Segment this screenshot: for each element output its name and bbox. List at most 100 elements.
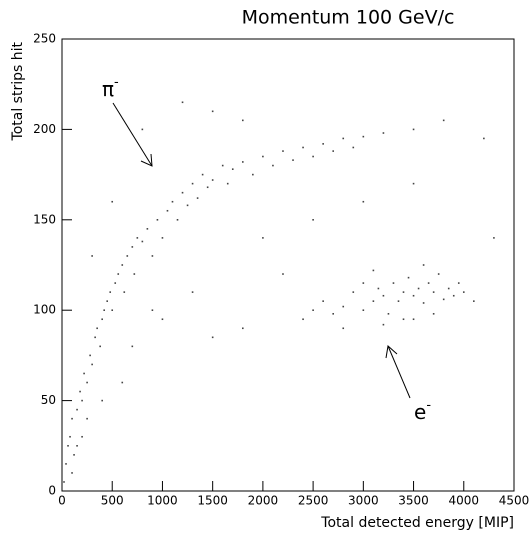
point [262,155,264,158]
point [101,399,103,402]
point [392,282,395,284]
point [81,399,83,402]
point [76,408,78,411]
point [432,313,435,315]
point [89,354,91,357]
plot-frame [61,38,515,492]
point [372,269,375,272]
point [352,146,355,149]
point [73,454,75,456]
point [342,305,345,308]
x-tick-label: 2000 [248,494,279,508]
point [272,164,274,167]
point [151,309,154,311]
point [123,291,126,293]
point [452,294,455,297]
chart-title: Momentum 100 GeV/c [242,7,455,29]
point [422,264,425,266]
point [402,318,405,321]
annotation: π- [102,75,119,101]
point [457,282,460,284]
point [96,327,98,330]
annotation-arrow [385,345,398,359]
point [362,135,365,138]
point [171,200,174,203]
point [382,132,385,134]
y-tick-label: 150 [33,212,56,226]
y-tick-label: 0 [48,484,56,498]
point [136,237,139,239]
point [121,264,124,266]
annotation: e- [414,398,431,424]
point [302,318,304,321]
point [156,219,159,221]
point [242,327,244,330]
point [71,417,73,420]
point [342,327,345,330]
annotation-arrow [112,102,153,167]
point [94,336,96,339]
point [67,445,69,447]
x-axis-label: Total detected energy [MIP] [320,515,514,531]
point [71,472,73,474]
point [332,313,334,315]
annotation-arrow [387,345,411,399]
point [186,204,189,207]
y-tick-label: 200 [33,122,56,136]
point [302,146,304,149]
point [146,228,149,230]
point [191,291,194,293]
point [342,137,345,140]
point [201,173,204,176]
point [196,197,199,199]
point [402,291,405,293]
point [377,287,380,290]
point [387,313,390,315]
point [397,300,400,302]
point [63,481,65,483]
point [69,435,71,438]
point [447,287,450,290]
point [161,318,164,321]
y-axis-label: Total strips hit [10,42,26,142]
point [114,282,117,284]
point [111,200,114,203]
point [493,237,495,239]
x-tick-label: 3500 [398,494,429,508]
point [211,336,214,339]
point [181,101,184,104]
point [99,345,101,348]
point [442,298,445,301]
point [151,255,154,257]
point [352,291,355,293]
point [407,276,410,279]
point [322,300,324,302]
point [226,182,229,185]
point [242,161,244,163]
point [121,381,124,384]
x-tick-label: 1500 [197,494,228,508]
point [103,309,105,311]
point [141,240,144,243]
point [412,294,415,297]
point [83,372,85,375]
point [86,417,88,420]
point [462,291,465,293]
point [126,255,129,257]
point [437,273,440,275]
point [231,168,234,170]
point [362,282,365,284]
point [372,300,375,302]
point [362,309,365,311]
point [109,291,112,293]
point [483,137,485,140]
point [412,182,415,185]
point [76,445,78,447]
point [432,291,435,293]
x-tick-label: 500 [101,494,124,508]
point [412,318,415,321]
x-tick-label: 0 [58,494,66,508]
point [242,119,244,122]
x-tick-label: 4000 [449,494,480,508]
point [91,255,93,257]
